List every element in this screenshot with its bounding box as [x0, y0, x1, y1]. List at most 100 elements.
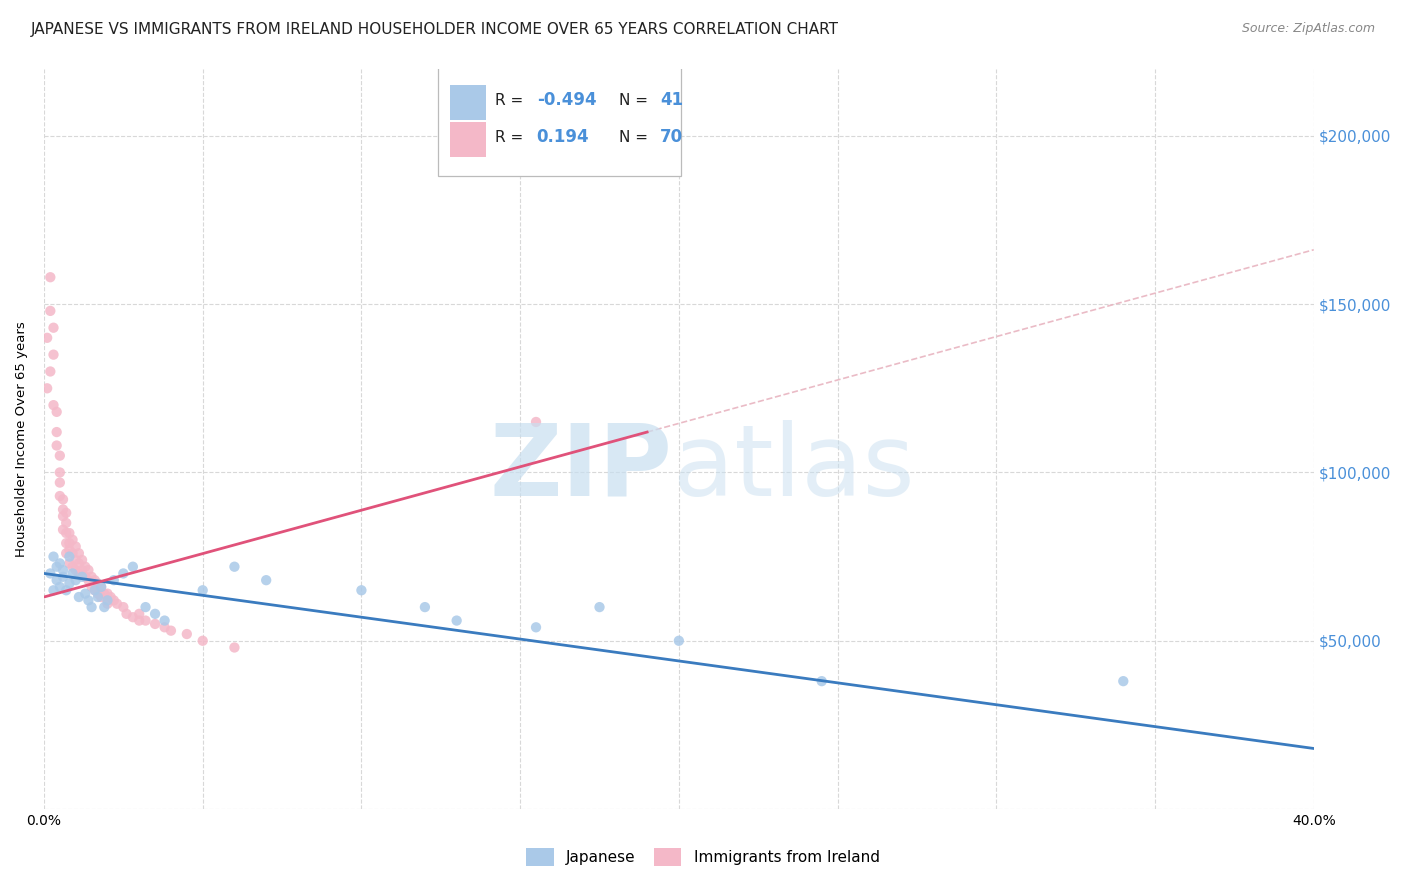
Legend: Japanese, Immigrants from Ireland: Japanese, Immigrants from Ireland: [519, 841, 887, 873]
Point: [52, 570, 75, 584]
Point: [49, 466, 72, 480]
Point: [80, 580, 103, 594]
Point: [105, 597, 128, 611]
Point: [58, 526, 80, 541]
Point: [810, 674, 832, 689]
Point: [77, 573, 100, 587]
Point: [112, 600, 135, 615]
Point: [93, 600, 115, 615]
Point: [153, 620, 176, 634]
Point: [45, 438, 67, 452]
Point: [42, 549, 65, 564]
Point: [70, 570, 93, 584]
Point: [96, 587, 118, 601]
Point: [65, 573, 87, 587]
Point: [224, 640, 246, 655]
Point: [135, 614, 157, 628]
Point: [524, 415, 547, 429]
FancyBboxPatch shape: [437, 65, 682, 176]
Point: [121, 610, 143, 624]
Point: [52, 523, 75, 537]
Point: [49, 449, 72, 463]
Point: [62, 546, 84, 560]
Point: [42, 398, 65, 412]
Point: [90, 590, 112, 604]
Point: [254, 573, 277, 587]
Point: [39, 566, 62, 581]
Point: [42, 348, 65, 362]
Point: [77, 563, 100, 577]
Point: [55, 536, 77, 550]
Text: Source: ZipAtlas.com: Source: ZipAtlas.com: [1241, 22, 1375, 36]
Point: [1112, 674, 1135, 689]
Text: 0.194: 0.194: [537, 128, 589, 146]
Point: [42, 583, 65, 598]
Point: [45, 573, 67, 587]
Text: N =: N =: [619, 130, 652, 145]
Point: [90, 580, 112, 594]
Point: [191, 583, 214, 598]
Point: [55, 506, 77, 520]
Point: [65, 553, 87, 567]
Point: [160, 624, 183, 638]
Point: [49, 475, 72, 490]
Point: [42, 320, 65, 334]
Text: -0.494: -0.494: [537, 91, 596, 110]
Point: [87, 576, 110, 591]
Point: [83, 583, 105, 598]
FancyBboxPatch shape: [450, 85, 486, 120]
Point: [128, 614, 150, 628]
Point: [83, 573, 105, 587]
Point: [49, 580, 72, 594]
Point: [62, 566, 84, 581]
Text: N =: N =: [619, 93, 652, 108]
Point: [524, 620, 547, 634]
Point: [39, 270, 62, 285]
Text: atlas: atlas: [672, 420, 914, 517]
Text: R =: R =: [495, 130, 533, 145]
Point: [128, 607, 150, 621]
Point: [135, 600, 157, 615]
Point: [52, 509, 75, 524]
Y-axis label: Householder Income Over 65 years: Householder Income Over 65 years: [15, 321, 28, 557]
FancyBboxPatch shape: [450, 122, 486, 157]
Point: [58, 557, 80, 571]
Point: [75, 570, 97, 584]
Point: [65, 563, 87, 577]
Point: [62, 533, 84, 547]
Point: [80, 570, 103, 584]
Point: [87, 590, 110, 604]
Point: [93, 587, 115, 601]
Point: [153, 614, 176, 628]
Point: [70, 553, 93, 567]
Point: [80, 600, 103, 615]
Text: R =: R =: [495, 93, 527, 108]
Point: [87, 587, 110, 601]
Point: [49, 489, 72, 503]
Point: [49, 557, 72, 571]
Point: [55, 526, 77, 541]
Point: [90, 580, 112, 594]
Point: [143, 616, 166, 631]
Point: [67, 566, 90, 581]
Point: [176, 627, 198, 641]
Point: [37, 381, 59, 395]
Point: [67, 557, 90, 571]
Point: [70, 563, 93, 577]
Point: [112, 566, 135, 581]
Point: [52, 502, 75, 516]
Point: [45, 425, 67, 439]
Point: [83, 583, 105, 598]
Point: [96, 593, 118, 607]
Point: [58, 542, 80, 557]
Point: [588, 600, 610, 615]
Point: [55, 546, 77, 560]
Point: [58, 536, 80, 550]
Point: [668, 633, 690, 648]
Point: [55, 583, 77, 598]
Point: [58, 549, 80, 564]
Point: [75, 559, 97, 574]
Point: [121, 559, 143, 574]
Point: [143, 607, 166, 621]
Text: 41: 41: [659, 91, 683, 110]
